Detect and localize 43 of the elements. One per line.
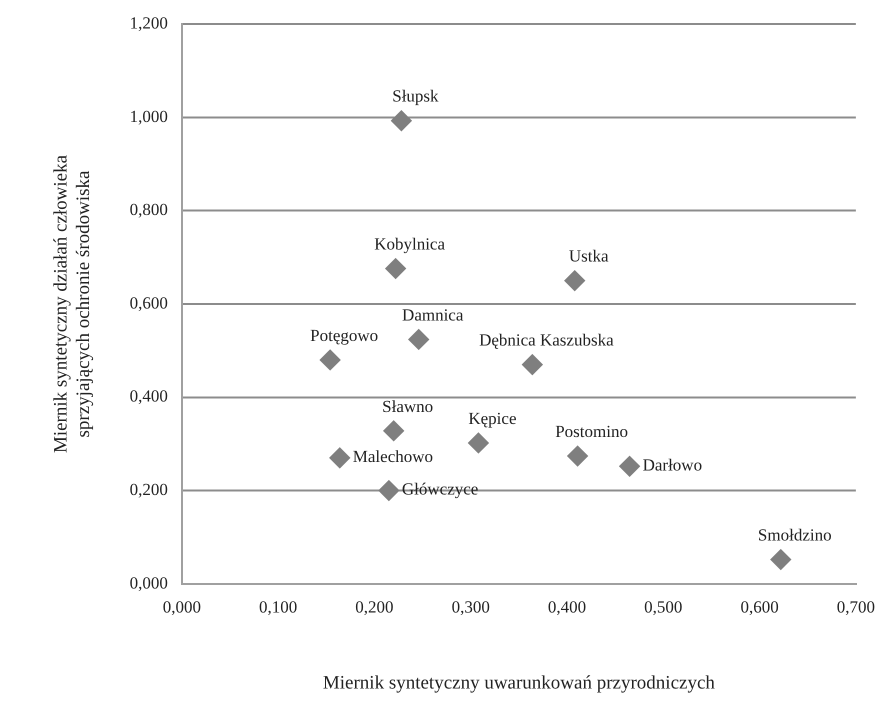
y-axis-title: Miernik syntetyczny działań człowieka sprzyjających ochronie środowiska bbox=[50, 154, 94, 454]
annotation: Kępice bbox=[468, 408, 516, 428]
point bbox=[383, 420, 404, 442]
x-axis-title: Miernik syntetyczny uwarunkowań przyrodniczych bbox=[322, 672, 716, 694]
annotation: Malechowo bbox=[352, 446, 434, 466]
point bbox=[522, 354, 543, 376]
x-tick-label: 0,300 bbox=[452, 597, 490, 616]
point bbox=[770, 549, 792, 570]
y-tick-label: 0,000 bbox=[130, 573, 168, 592]
x-tick-label: 0,100 bbox=[259, 597, 298, 616]
y-tick-label: 0,400 bbox=[130, 386, 168, 406]
x-tick-label: 0,600 bbox=[740, 597, 779, 616]
x-tick-label: 0,000 bbox=[162, 597, 201, 616]
point bbox=[468, 432, 489, 454]
point bbox=[390, 110, 412, 132]
annotation: Ustka bbox=[568, 246, 609, 266]
x-tick-label: 0,500 bbox=[644, 597, 682, 616]
annotation: Główczyce bbox=[402, 480, 478, 498]
point bbox=[408, 328, 430, 350]
annotation: Smołdzino bbox=[758, 526, 832, 545]
y-tick-label: 1,200 bbox=[130, 14, 168, 33]
point bbox=[378, 480, 400, 502]
y-tick-label: 0,800 bbox=[130, 200, 168, 220]
point bbox=[385, 258, 406, 280]
annotation: Postomino bbox=[555, 422, 628, 441]
annotation: Damnica bbox=[402, 305, 464, 324]
annotation: Kobylnica bbox=[374, 234, 446, 254]
x-tick-label: 0,400 bbox=[548, 597, 586, 616]
y-tick-label: 0,200 bbox=[130, 480, 168, 499]
annotation: Słupsk bbox=[392, 86, 440, 106]
annotation: Dębnica Kaszubska bbox=[479, 330, 614, 350]
x-tick-label: 0,200 bbox=[355, 597, 394, 616]
annotation: Darłowo bbox=[642, 455, 702, 474]
annotation: Potęgowo bbox=[310, 326, 378, 345]
point bbox=[329, 447, 350, 468]
point bbox=[567, 446, 588, 467]
y-tick-label: 1,000 bbox=[130, 106, 168, 126]
annotation: Sławno bbox=[382, 396, 434, 416]
x-tick-label: 0,700 bbox=[836, 597, 875, 616]
point bbox=[320, 349, 341, 370]
point bbox=[619, 456, 640, 477]
point bbox=[564, 270, 586, 292]
y-tick-label: 0,600 bbox=[130, 293, 168, 312]
